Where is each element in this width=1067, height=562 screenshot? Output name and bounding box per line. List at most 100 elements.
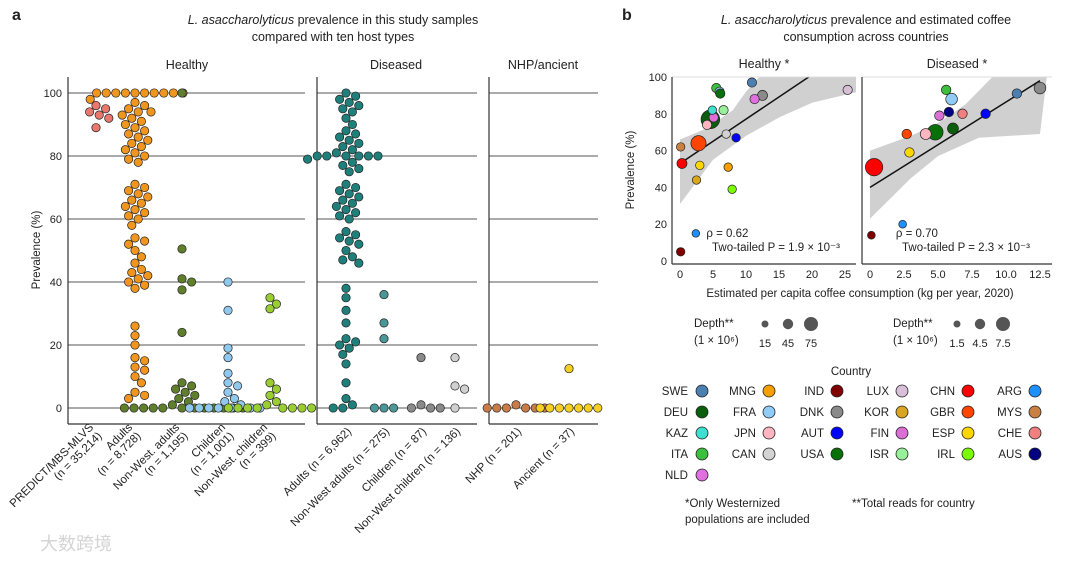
data-point — [130, 340, 140, 350]
data-point — [213, 403, 223, 413]
data-point — [133, 132, 143, 142]
data-point — [143, 271, 153, 281]
legend-label-kaz: KAZ — [666, 428, 688, 440]
country-point-usa — [715, 88, 726, 99]
data-point — [133, 214, 143, 224]
data-point — [265, 378, 275, 388]
country-point-fin — [934, 110, 945, 121]
data-point — [331, 201, 341, 211]
data-point — [271, 397, 281, 407]
data-point — [124, 211, 134, 221]
legend-swatch-mng — [762, 384, 776, 398]
facet-label: NHP/ancient — [508, 58, 579, 72]
country-point-gbr — [690, 135, 707, 152]
x-tick-label: 7.5 — [964, 269, 979, 281]
country-point-fra — [945, 92, 958, 106]
data-point — [347, 157, 357, 167]
data-point — [406, 403, 416, 413]
data-point — [341, 88, 351, 98]
data-point — [129, 403, 139, 413]
data-point — [124, 239, 134, 249]
data-point — [139, 403, 149, 413]
data-point — [574, 403, 584, 413]
y-tick-label: 0 — [56, 403, 62, 415]
data-point — [271, 299, 281, 309]
data-point — [535, 403, 545, 413]
data-point — [187, 277, 197, 287]
data-point — [593, 403, 603, 413]
data-point — [120, 201, 130, 211]
data-point — [341, 305, 351, 315]
data-point — [158, 403, 168, 413]
legend-swatch-isr — [895, 447, 909, 461]
data-point — [278, 403, 288, 413]
x-tick-label-line: PREDICT/MBS-MLVS — [8, 421, 97, 510]
data-point — [130, 179, 140, 189]
data-point — [148, 403, 158, 413]
data-point — [338, 142, 348, 152]
y-tick-label: 20 — [50, 340, 62, 352]
legend-label-fra: FRA — [733, 407, 756, 419]
p-value: Two-tailed P = 1.9 × 10⁻³ — [712, 242, 840, 254]
data-point — [265, 390, 275, 400]
data-point — [312, 151, 322, 161]
x-tick-label-line: NHP (n = 201) — [464, 426, 525, 487]
depth-legend-value: 15 — [759, 338, 771, 350]
data-point — [341, 151, 351, 161]
legend-label-lux: LUX — [867, 386, 890, 398]
legend-swatch-fin — [895, 426, 909, 440]
data-point — [262, 400, 272, 410]
rho-stat: ρ = 0.62 — [706, 228, 748, 240]
depth-legend-value: 45 — [782, 338, 794, 350]
data-point — [133, 107, 143, 117]
data-point — [335, 186, 345, 196]
data-point — [492, 403, 502, 413]
depth-legend-circle — [782, 318, 794, 330]
data-point — [344, 214, 354, 224]
data-point — [351, 208, 361, 218]
x-tick-label: 12.5 — [1029, 269, 1050, 281]
data-point — [171, 384, 181, 394]
data-point — [140, 182, 150, 193]
data-point — [133, 274, 143, 284]
data-point — [136, 116, 146, 126]
footnote-westernized-line2: populations are included — [685, 514, 810, 526]
data-point — [328, 403, 338, 413]
panel-a: a L. asaccharolyticus prevalence in this… — [8, 7, 603, 536]
y-tick-label: 80 — [50, 151, 62, 163]
data-point — [124, 104, 134, 114]
data-point — [140, 390, 150, 400]
panel-a-title-line2: compared with ten host types — [252, 30, 415, 44]
data-point — [521, 403, 531, 413]
x-tick-label: 0 — [677, 269, 683, 281]
depth-legend-circle — [804, 317, 818, 331]
data-point — [130, 387, 140, 397]
data-point — [341, 245, 351, 256]
data-point — [351, 230, 361, 240]
legend-swatch-deu — [695, 405, 709, 419]
country-point-can — [721, 129, 731, 139]
legend-swatch-mys — [1028, 405, 1042, 419]
country-point-nld — [749, 94, 760, 105]
legend-label-chn: CHN — [930, 386, 955, 398]
data-point — [177, 378, 187, 388]
depth-legend-value: 1.5 — [949, 338, 964, 350]
country-point-arg — [898, 219, 907, 229]
data-point — [564, 364, 574, 374]
country-point-kaz — [707, 105, 717, 115]
depth-legend-unit: (1 × 10⁶) — [893, 335, 938, 347]
data-point — [287, 403, 297, 413]
data-point — [338, 255, 348, 265]
data-point — [130, 371, 140, 382]
x-tick-label: 10.0 — [995, 269, 1016, 281]
data-point — [136, 378, 146, 388]
data-point — [136, 252, 146, 262]
country-point-aut — [980, 108, 991, 119]
data-point — [354, 164, 364, 174]
data-point — [120, 145, 130, 155]
country-point-che — [957, 108, 968, 119]
data-point — [223, 368, 233, 378]
data-point — [223, 277, 233, 287]
country-point-swe — [746, 77, 757, 88]
